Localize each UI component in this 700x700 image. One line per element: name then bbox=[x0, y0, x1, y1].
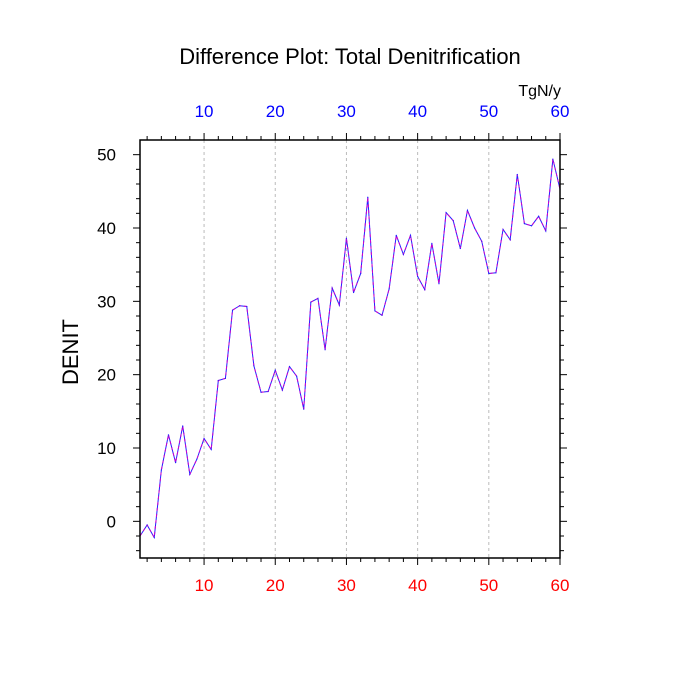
y-tick-label: 20 bbox=[97, 366, 116, 385]
data-point bbox=[481, 240, 483, 242]
x-tick-label-top: 10 bbox=[195, 102, 214, 121]
data-point bbox=[409, 234, 412, 236]
data-point bbox=[182, 425, 184, 427]
series bbox=[139, 158, 561, 540]
x-tick-label-top: 30 bbox=[337, 102, 356, 121]
data-point bbox=[288, 366, 291, 368]
data-point bbox=[388, 288, 390, 290]
y-axis-label: DENIT bbox=[58, 319, 83, 385]
data-point bbox=[367, 196, 369, 198]
data-point bbox=[210, 448, 212, 451]
data-point bbox=[146, 524, 148, 526]
data-point bbox=[374, 310, 376, 312]
data-point bbox=[160, 469, 162, 471]
data-point bbox=[310, 301, 312, 303]
data-point bbox=[296, 375, 298, 377]
ticks bbox=[133, 133, 567, 565]
data-point bbox=[381, 314, 383, 316]
data-point bbox=[352, 291, 355, 294]
x-tick-label-top: 50 bbox=[479, 102, 498, 121]
data-point bbox=[545, 230, 547, 232]
y-tick-label: 0 bbox=[107, 512, 116, 531]
data-point bbox=[445, 212, 447, 214]
tick-labels: 10 10 20 20 30 30 40 40 50 50 60 60 0 10 20 30 40 50 bbox=[97, 102, 569, 595]
data-point bbox=[224, 377, 227, 379]
data-point bbox=[203, 437, 205, 440]
data-point bbox=[167, 434, 170, 436]
data-point bbox=[239, 305, 241, 307]
data-point bbox=[459, 247, 461, 250]
data-point bbox=[267, 390, 269, 393]
units-label: TgN/y bbox=[518, 83, 561, 100]
x-tick-label-bottom: 60 bbox=[551, 576, 570, 595]
data-point bbox=[174, 462, 177, 464]
data-point bbox=[438, 283, 440, 285]
grid bbox=[203, 140, 490, 558]
data-point bbox=[473, 227, 476, 229]
data-point bbox=[338, 304, 340, 306]
data-point bbox=[488, 272, 490, 275]
data-point bbox=[317, 297, 319, 299]
data-point bbox=[274, 369, 276, 371]
y-tick-label: 30 bbox=[97, 292, 116, 311]
data-point bbox=[516, 173, 518, 176]
chart-title: Difference Plot: Total Denitrification bbox=[179, 44, 521, 69]
series-line bbox=[139, 158, 561, 540]
x-tick-label-bottom: 10 bbox=[195, 576, 214, 595]
data-point bbox=[246, 305, 248, 308]
data-point bbox=[495, 272, 497, 274]
data-point bbox=[552, 158, 554, 160]
y-tick-label: 10 bbox=[97, 439, 116, 458]
data-point bbox=[217, 379, 219, 382]
data-point bbox=[331, 287, 333, 289]
data-point bbox=[360, 272, 362, 275]
data-point bbox=[189, 473, 191, 475]
x-tick-label-top: 20 bbox=[266, 102, 285, 121]
data-point bbox=[395, 234, 397, 236]
series-line-dashes bbox=[139, 158, 561, 540]
data-point bbox=[452, 220, 454, 222]
plot-frame bbox=[139, 139, 561, 559]
data-point bbox=[196, 458, 198, 460]
data-point bbox=[153, 536, 155, 539]
data-point bbox=[253, 365, 255, 367]
x-tick-label-top: 40 bbox=[408, 102, 427, 121]
x-tick-label-top: 60 bbox=[551, 102, 570, 121]
data-point bbox=[502, 228, 504, 231]
data-point bbox=[523, 223, 526, 225]
x-tick-label-bottom: 40 bbox=[408, 576, 427, 595]
x-tick-label-bottom: 50 bbox=[479, 576, 498, 595]
data-point bbox=[530, 225, 533, 227]
y-tick-label: 40 bbox=[97, 219, 116, 238]
x-tick-label-bottom: 30 bbox=[337, 576, 356, 595]
data-point bbox=[424, 289, 426, 291]
data-point bbox=[260, 391, 262, 393]
y-tick-label: 50 bbox=[97, 146, 116, 165]
data-point bbox=[509, 239, 511, 241]
data-point bbox=[431, 242, 433, 244]
data-point bbox=[402, 253, 404, 255]
data-point bbox=[303, 408, 305, 410]
data-point bbox=[324, 349, 326, 351]
data-point bbox=[538, 215, 540, 217]
data-point bbox=[466, 209, 469, 211]
data-point bbox=[231, 309, 234, 311]
data-point bbox=[345, 237, 348, 239]
x-tick-label-bottom: 20 bbox=[266, 576, 285, 595]
data-point bbox=[281, 389, 283, 391]
data-point bbox=[417, 275, 419, 277]
